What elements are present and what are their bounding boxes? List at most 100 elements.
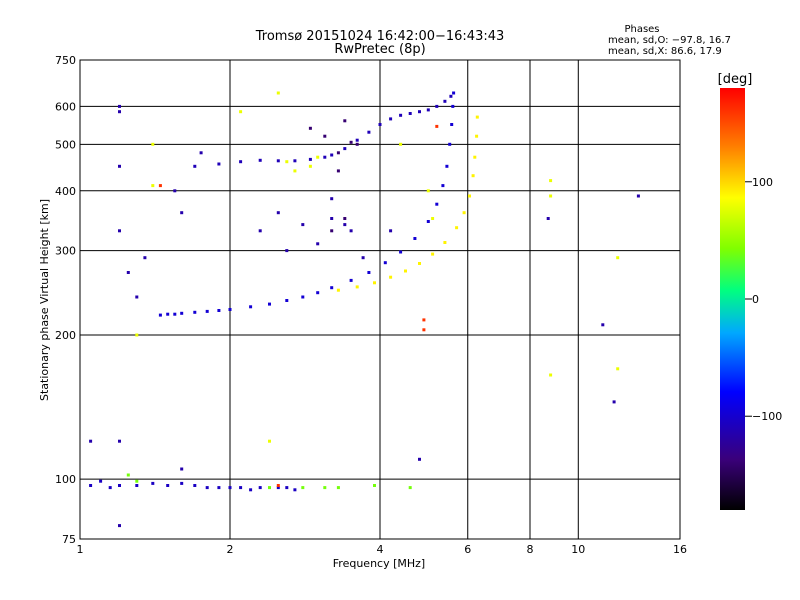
echo-point bbox=[285, 160, 289, 164]
echo-point bbox=[431, 252, 435, 256]
series-8 bbox=[158, 124, 439, 487]
echo-point bbox=[89, 484, 93, 487]
echo-point bbox=[180, 211, 184, 215]
colorbar-tick-label: −100 bbox=[752, 410, 782, 423]
colorbar bbox=[720, 88, 745, 510]
echo-point bbox=[343, 147, 347, 151]
echo-point bbox=[349, 229, 353, 233]
echo-point bbox=[99, 479, 103, 483]
echo-point bbox=[399, 250, 403, 254]
x-tick-label: 8 bbox=[527, 543, 534, 556]
series-7 bbox=[135, 91, 620, 443]
grid bbox=[80, 60, 680, 539]
echo-point bbox=[268, 439, 271, 443]
echo-point bbox=[343, 217, 347, 220]
echo-point bbox=[118, 484, 121, 487]
echo-point bbox=[173, 312, 177, 316]
echo-point bbox=[285, 486, 289, 490]
echo-point bbox=[418, 262, 421, 265]
echo-point bbox=[217, 309, 221, 312]
echo-point bbox=[612, 400, 616, 404]
echo-point bbox=[549, 179, 553, 183]
echo-point bbox=[475, 134, 479, 138]
echo-point bbox=[135, 333, 139, 337]
echo-point bbox=[193, 164, 197, 168]
echo-point bbox=[108, 486, 112, 490]
echo-point bbox=[166, 312, 170, 316]
chart-subtitle: RwPretec (8p) bbox=[334, 42, 425, 57]
echo-point bbox=[330, 229, 334, 233]
echo-point bbox=[118, 104, 121, 108]
echo-point bbox=[355, 285, 359, 289]
echo-point bbox=[193, 484, 197, 487]
echo-point bbox=[217, 486, 221, 490]
echo-point bbox=[355, 138, 359, 142]
echo-point bbox=[462, 211, 466, 215]
series-0 bbox=[89, 479, 297, 492]
echo-point bbox=[166, 484, 170, 487]
echo-point bbox=[301, 295, 305, 299]
echo-point bbox=[276, 486, 280, 490]
y-tick-label: 100 bbox=[55, 473, 76, 486]
echo-point bbox=[448, 142, 452, 146]
echo-point bbox=[285, 249, 289, 253]
echo-point bbox=[249, 305, 253, 309]
echo-point bbox=[418, 110, 421, 114]
echo-point bbox=[475, 115, 479, 119]
x-tick-label: 2 bbox=[227, 543, 234, 556]
echo-point bbox=[431, 217, 435, 220]
echo-point bbox=[308, 126, 312, 130]
echo-point bbox=[276, 159, 280, 163]
echo-point bbox=[135, 479, 139, 483]
echo-point bbox=[404, 269, 407, 273]
y-tick-label: 750 bbox=[55, 54, 76, 67]
echo-point bbox=[239, 160, 243, 164]
echo-point bbox=[89, 439, 93, 443]
echo-point bbox=[601, 323, 605, 327]
echo-point bbox=[451, 104, 455, 108]
echo-point bbox=[349, 140, 353, 144]
y-tick-label: 500 bbox=[55, 138, 76, 151]
echo-point bbox=[336, 486, 340, 490]
echo-point bbox=[258, 229, 262, 233]
series-4 bbox=[193, 94, 453, 168]
echo-point bbox=[330, 153, 334, 157]
echo-point bbox=[158, 184, 162, 188]
echo-point bbox=[180, 467, 184, 471]
echo-point bbox=[426, 220, 430, 223]
series-3 bbox=[336, 115, 479, 292]
echo-point bbox=[636, 194, 640, 198]
echo-point bbox=[151, 481, 155, 485]
echo-point bbox=[293, 169, 297, 173]
echo-point bbox=[336, 151, 340, 155]
echo-point bbox=[239, 486, 243, 490]
echo-point bbox=[293, 488, 297, 492]
echo-point bbox=[217, 162, 221, 166]
echo-point bbox=[445, 164, 449, 168]
colorbar-ticks: 100 0 −100 bbox=[745, 176, 782, 423]
echo-point bbox=[199, 151, 203, 155]
y-tick-label: 600 bbox=[55, 100, 76, 113]
echo-point bbox=[301, 223, 305, 227]
echo-point bbox=[323, 155, 327, 159]
echo-point bbox=[471, 174, 475, 178]
chart-title: Tromsø 20151024 16:42:00−16:43:43 bbox=[255, 29, 505, 44]
colorbar-tick-label: 0 bbox=[752, 293, 759, 306]
x-tick-label: 16 bbox=[673, 543, 687, 556]
y-tick-label: 400 bbox=[55, 185, 76, 198]
echo-point bbox=[316, 155, 320, 159]
echo-point bbox=[268, 486, 271, 490]
echo-point bbox=[413, 237, 417, 240]
y-axis-ticks: 75 100 200 300 400 500 600 750 bbox=[55, 54, 76, 546]
echo-point bbox=[173, 189, 177, 193]
echo-point bbox=[367, 130, 371, 134]
colorbar-label: [deg] bbox=[718, 72, 753, 87]
echo-point bbox=[316, 291, 320, 295]
stats-line-x: mean, sd,X: 86.6, 17.9 bbox=[608, 46, 722, 57]
echo-point bbox=[546, 217, 550, 220]
echo-point bbox=[258, 486, 262, 490]
echo-points bbox=[89, 91, 640, 528]
echo-point bbox=[399, 113, 403, 117]
stats-heading: Phases bbox=[624, 24, 659, 35]
echo-point bbox=[336, 288, 340, 292]
